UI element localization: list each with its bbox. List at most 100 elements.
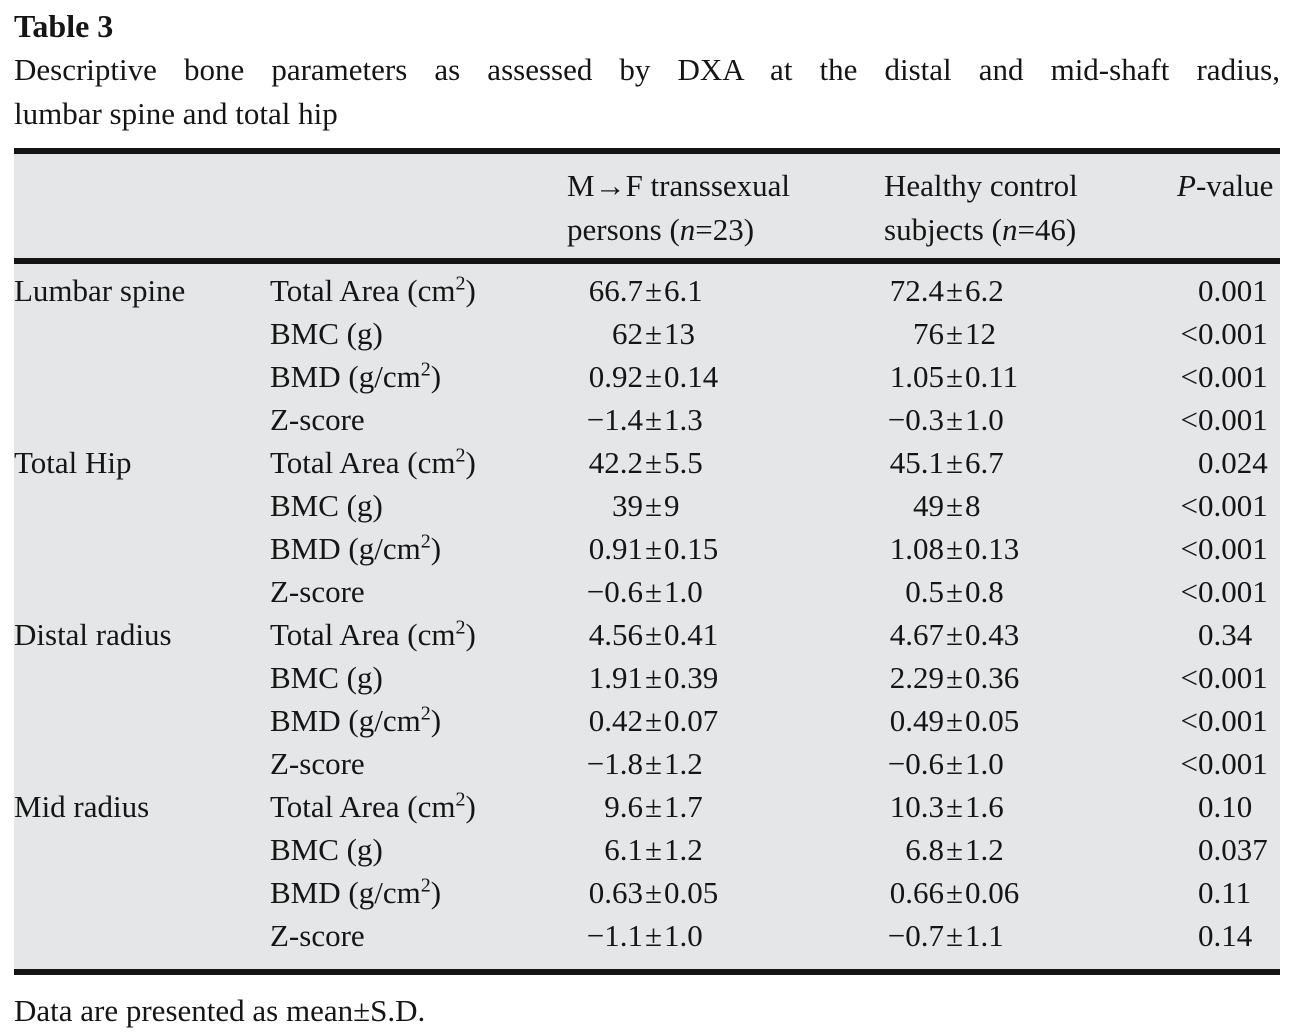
p-value-text: 0.001 [1198,316,1268,351]
p-value-text: 0.10 [1198,789,1253,824]
control-value-cell: 10.3±1.6 [884,785,1177,828]
plus-minus-sign: ± [645,445,663,480]
plus-minus-sign: ± [946,703,964,738]
p-value-text: 0.001 [1198,488,1268,523]
table-row: BMC (g) 1.91±0.39 2.29±0.36 <0.001 [14,656,1280,699]
plus-minus-sign: ± [946,359,964,394]
sd-value: 9 [664,488,680,523]
region-cell: Mid radius [14,789,150,824]
p-prefix: < [1180,746,1198,781]
plus-minus-sign: ± [645,746,663,781]
col-header-region [14,151,270,261]
plus-minus-sign: ± [946,402,964,437]
p-value-text: 0.024 [1198,445,1268,480]
p-value-text: 0.037 [1198,832,1268,867]
p-value-text: 0.001 [1198,359,1268,394]
mean-value: 62 [612,316,643,351]
p-prefix: < [1180,488,1198,523]
region-cell [14,570,270,613]
control-value-cell: 4.67±0.43 [884,613,1177,656]
control-value-cell: 49±8 [884,484,1177,527]
sd-value: 1.0 [965,402,1004,437]
parameter-label: BMC (g) [270,660,383,695]
region-cell: Total Hip [14,445,132,480]
region-cell: Lumbar spine [14,273,186,308]
parameter-label-close: ) [465,789,476,824]
plus-minus-sign: ± [645,316,663,351]
pvalue-cell: <0.001 [1177,484,1280,527]
mean-value: 76 [913,316,944,351]
parameter-cell: BMD (g/cm2) [270,527,567,570]
superscript: 2 [455,444,466,467]
control-value-cell: 1.08±0.13 [884,527,1177,570]
mf-value-cell: 42.2±5.5 [567,441,884,484]
mf-n-symbol: n [679,212,696,247]
mf-value-cell: 66.7±6.1 [567,261,884,312]
mean-value: 1.08 [889,531,944,566]
mean-value: 4.56 [588,617,643,652]
p-prefix: < [1180,703,1198,738]
mf-header-line2-pre: persons ( [567,212,680,247]
sd-value: 13 [664,316,696,351]
sd-value: 6.1 [664,273,703,308]
parameter-label: BMC (g) [270,832,383,867]
sd-value: 0.39 [664,660,719,695]
table-row: Z-score −1.8±1.2 −0.6±1.0 <0.001 [14,742,1280,785]
plus-minus-sign: ± [946,875,964,910]
mf-value-cell: 1.91±0.39 [567,656,884,699]
parameter-label-close: ) [430,531,442,566]
parameter-label: BMC (g) [270,488,383,523]
mean-value: 1.05 [889,359,944,394]
region-cell [14,656,270,699]
p-value-suffix: -value [1195,168,1274,203]
sd-value: 1.0 [664,574,703,609]
superscript: 2 [420,702,431,725]
sd-value: 0.05 [664,875,719,910]
p-value-text: 0.34 [1198,617,1253,652]
pvalue-cell: 0.001 [1177,261,1280,312]
pvalue-cell: <0.001 [1177,312,1280,355]
mean-value: −1.8 [586,746,643,781]
plus-minus-sign: ± [946,531,964,566]
control-value-cell: −0.7±1.1 [884,914,1177,972]
parameter-cell: Total Area (cm2) [270,785,567,828]
mf-value-cell: −1.1±1.0 [567,914,884,972]
plus-minus-sign: ± [645,359,663,394]
p-value-text: 0.001 [1198,703,1268,738]
table-row: BMC (g) 62±13 76±12 <0.001 [14,312,1280,355]
region-cell [14,699,270,742]
plus-minus-sign: ± [946,660,964,695]
pvalue-cell: <0.001 [1177,355,1280,398]
plus-minus-sign: ± [645,273,663,308]
parameter-cell: BMD (g/cm2) [270,699,567,742]
sd-value: 0.13 [965,531,1020,566]
parameter-label: Z-score [270,746,365,781]
mean-value: 0.49 [889,703,944,738]
plus-minus-sign: ± [645,875,663,910]
sd-value: 1.0 [664,918,703,953]
mf-value-cell: 9.6±1.7 [567,785,884,828]
sd-value: 0.8 [965,574,1004,609]
sd-value: 1.1 [965,918,1004,953]
region-cell [14,484,270,527]
p-value-text: 0.11 [1198,875,1252,910]
pvalue-cell: <0.001 [1177,699,1280,742]
mean-value: −0.3 [887,402,944,437]
pvalue-cell: <0.001 [1177,527,1280,570]
table-header: M→F transsexual persons (n=23) Healthy c… [14,151,1280,261]
sd-value: 8 [965,488,981,523]
pvalue-cell: 0.037 [1177,828,1280,871]
mf-value-cell: 0.91±0.15 [567,527,884,570]
p-symbol: P [1177,168,1196,203]
sd-value: 0.36 [965,660,1020,695]
region-cell [14,742,270,785]
sd-value: 0.43 [965,617,1020,652]
p-prefix: < [1180,402,1198,437]
sd-value: 0.06 [965,875,1020,910]
sd-value: 0.05 [965,703,1020,738]
sd-value: 6.7 [965,445,1004,480]
parameter-label-close: ) [430,703,442,738]
sd-value: 0.11 [965,359,1019,394]
plus-minus-sign: ± [645,832,663,867]
